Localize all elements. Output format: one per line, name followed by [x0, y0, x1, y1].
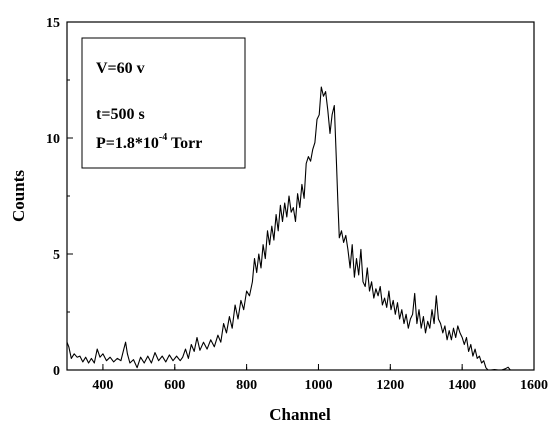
x-axis-title: Channel — [269, 405, 331, 424]
annotation-pressure: P=1.8*10-4 Torr — [96, 132, 202, 152]
y-tick-label: 0 — [53, 364, 60, 379]
axis-ticks: 400 600 800 1000 1200 1400 1600 0 5 10 15 — [46, 16, 548, 393]
series-layer — [66, 86, 515, 371]
annotation-pressure-exponent: -4 — [159, 132, 167, 143]
y-axis-title: Counts — [9, 170, 28, 222]
y-tick-label: 15 — [46, 16, 60, 31]
annotation-pressure-prefix: P=1.8*10 — [96, 135, 159, 152]
x-tick-label: 1600 — [520, 378, 548, 393]
x-tick-label: 1000 — [304, 378, 332, 393]
x-tick-label: 1400 — [448, 378, 476, 393]
annotation-pressure-suffix: Torr — [167, 135, 202, 152]
series-line — [66, 86, 515, 371]
y-tick-label: 10 — [46, 132, 60, 147]
x-tick-label: 400 — [92, 378, 113, 393]
x-tick-label: 800 — [236, 378, 257, 393]
y-tick-label: 5 — [53, 248, 60, 263]
annotation-voltage: V=60 v — [96, 60, 145, 77]
annotation-time: t=500 s — [96, 106, 145, 123]
annotation-box — [81, 37, 246, 169]
x-tick-label: 600 — [164, 378, 185, 393]
x-tick-label: 1200 — [376, 378, 404, 393]
